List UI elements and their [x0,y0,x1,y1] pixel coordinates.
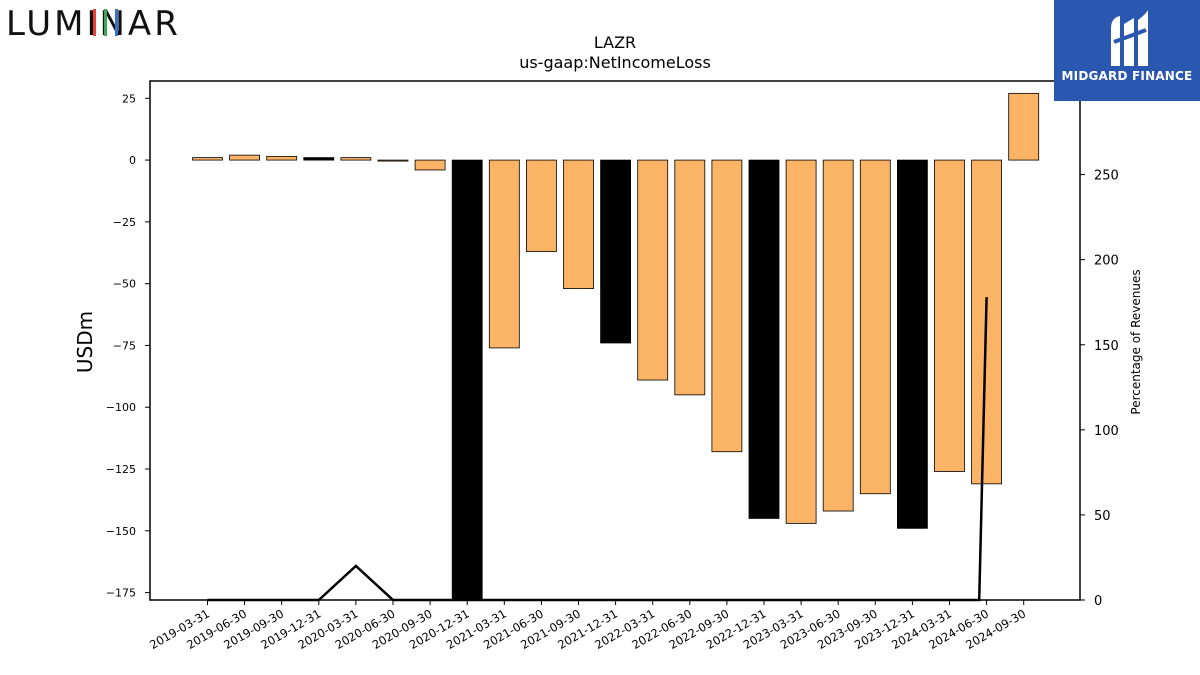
logo-i-green [104,9,107,36]
bar [414,159,446,171]
bar [785,159,817,524]
y-tick-label: −25 [113,216,136,229]
bar [192,157,223,161]
luminar-logo-text: LUMINAR [6,4,181,42]
bar [822,159,854,512]
bar [674,159,706,396]
bar [859,159,891,495]
bar [340,157,372,161]
bar [377,159,409,162]
chart-subtitle: us-gaap:NetIncomeLoss [519,53,711,72]
bar [897,159,928,529]
y2-tick-label: 250 [1094,169,1119,184]
bar [637,159,669,381]
logo-i-red [93,9,96,36]
y-axis-label: USDm [73,311,97,373]
y2-tick-label: 200 [1094,254,1119,269]
y-tick-label: −100 [106,401,136,414]
y2-tick-label: 0 [1094,594,1102,609]
bar [748,159,780,519]
y-tick-label: −50 [113,278,136,291]
plot-frame [149,80,1081,601]
bar [711,159,743,453]
y-tick-label: −75 [113,339,136,352]
logo-i-blue [115,9,118,36]
bar [563,159,594,289]
luminar-logo: LUMINAR [6,2,216,44]
bars-group [192,92,1040,601]
bar [934,159,965,472]
y-tick-label: −125 [106,463,136,476]
y-tick-label: −175 [106,587,136,600]
chart-title: LAZR [594,33,636,52]
y2-tick-label: 50 [1094,509,1111,524]
midgard-emblem-icon [1111,10,1148,66]
bar [1008,92,1040,161]
bar [303,157,335,161]
bar [451,159,483,601]
y-tick-label: 25 [122,92,136,105]
midgard-logo: MIDGARD FINANCE [1054,0,1200,101]
y2-tick-label: 100 [1094,424,1119,439]
y2-axis-label: Percentage of Revenues [1129,269,1143,414]
bar [600,159,631,344]
bar [266,155,298,161]
y-tick-label: −150 [106,525,136,538]
midgard-logo-text: MIDGARD FINANCE [1061,69,1193,83]
bar [488,159,520,349]
bar [526,159,557,252]
bar [229,154,261,161]
y-tick-label: 0 [129,154,136,167]
y2-tick-label: 150 [1094,339,1119,354]
